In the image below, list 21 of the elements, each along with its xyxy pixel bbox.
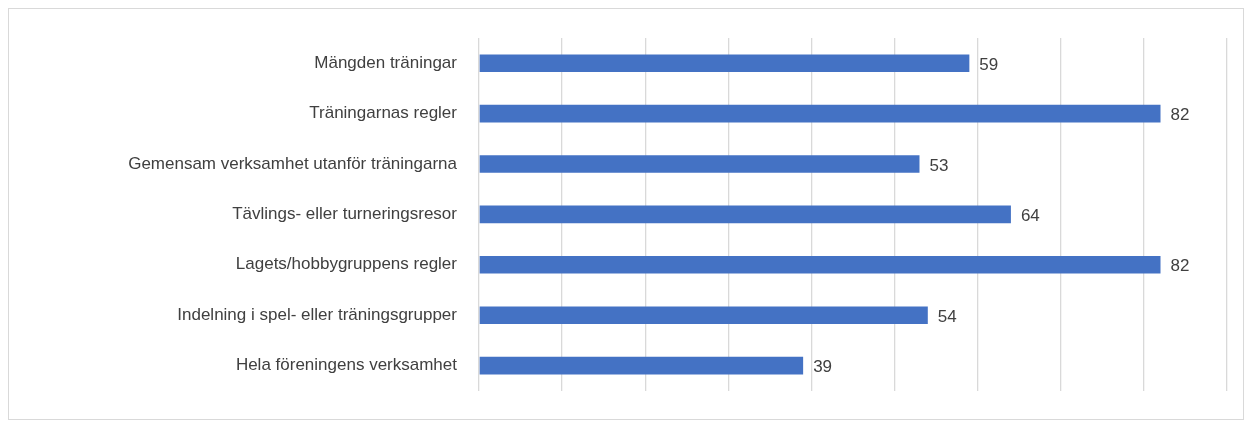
y-tick-label: Mängden träningar [314,52,458,72]
bar [479,104,1161,123]
data-label: 59 [979,54,999,74]
y-tick-label: Tävlings- eller turneringsresor [232,204,458,224]
data-label: 82 [1170,105,1190,125]
bar [479,306,928,325]
data-label: 82 [1170,256,1190,276]
bar [479,155,920,173]
y-tick-label: Hela föreningens verksamhet [235,355,458,375]
y-tick-label: Indelning i spel- eller träningsgrupper [177,304,458,324]
data-label: 54 [937,306,957,326]
bar [479,205,1011,224]
bar [479,54,970,73]
bar [479,356,804,375]
data-label: 64 [1020,206,1040,226]
data-label: 53 [929,155,949,175]
bar [479,255,1161,274]
y-tick-label: Lagets/hobbygruppens regler [235,254,458,274]
y-tick-label: Gemensam verksamhet utanför träningarna [128,153,458,173]
data-label: 39 [813,357,833,377]
y-tick-label: Träningarnas regler [309,103,458,123]
